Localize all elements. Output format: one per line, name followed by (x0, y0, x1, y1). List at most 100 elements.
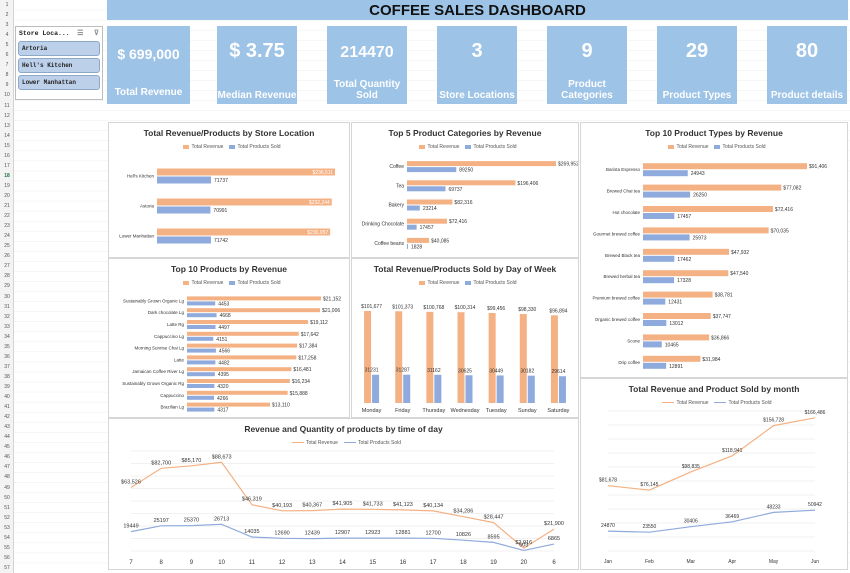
revenue-bar (157, 228, 331, 236)
chart-legend: Total Revenue Total Products Sold (109, 440, 578, 446)
row-number[interactable]: 13 (4, 122, 10, 129)
row-number[interactable]: 25 (4, 243, 10, 250)
category-label: Tuesday (486, 408, 507, 414)
row-number[interactable]: 26 (4, 253, 10, 260)
products-bar (407, 167, 457, 173)
category-label: Friday (395, 408, 411, 414)
chart-product-types[interactable]: Top 10 Product Types by Revenue Total Rev… (580, 122, 848, 378)
row-number[interactable]: 37 (4, 363, 10, 370)
row-number[interactable]: 52 (4, 514, 10, 521)
slicer-item-hells-kitchen[interactable]: Hell's Kitchen (18, 58, 100, 73)
row-number[interactable]: 14 (4, 132, 10, 139)
revenue-data-label: $196,406 (517, 181, 538, 187)
row-number[interactable]: 44 (4, 434, 10, 441)
row-number[interactable]: 12 (4, 112, 10, 119)
products-bar (643, 170, 688, 177)
row-number[interactable]: 35 (4, 343, 10, 350)
chart-legend: Total Revenue Total Products Sold (581, 144, 847, 150)
products-data-label: 31231 (365, 368, 379, 374)
kpi-value: $ 3.75 (229, 40, 285, 62)
row-number[interactable]: 9 (5, 82, 9, 89)
chart-time-of-day[interactable]: Revenue and Quantity of products by time… (108, 418, 579, 570)
row-number[interactable]: 34 (4, 333, 10, 340)
row-number[interactable]: 18 (4, 172, 10, 179)
row-number[interactable]: 3 (5, 22, 9, 29)
row-number[interactable]: 48 (4, 474, 10, 481)
chart-top-products[interactable]: Top 10 Products by Revenue Total Revenue T… (108, 258, 350, 418)
multi-select-icon[interactable]: ☰ (77, 29, 84, 38)
row-number[interactable]: 6 (5, 52, 9, 59)
revenue-data-label: $16,234 (292, 379, 310, 385)
row-number[interactable]: 20 (4, 193, 10, 199)
row-number[interactable]: 28 (4, 273, 10, 280)
row-number[interactable]: 32 (4, 313, 10, 320)
row-number[interactable]: 47 (4, 464, 10, 471)
row-number[interactable]: 43 (4, 424, 10, 431)
row-number[interactable]: 1 (5, 2, 9, 8)
legend-swatch (343, 442, 356, 444)
revenue-data-label: $88,673 (212, 454, 232, 460)
row-number[interactable]: 53 (4, 524, 10, 531)
row-number[interactable]: 30 (4, 293, 10, 300)
row-number[interactable]: 27 (4, 263, 10, 270)
clear-filter-icon[interactable]: ⊽ (93, 29, 99, 38)
row-number[interactable]: 36 (4, 353, 10, 360)
row-number[interactable]: 29 (4, 283, 10, 290)
revenue-bar (643, 248, 729, 255)
row-number[interactable]: 15 (4, 142, 10, 149)
row-number[interactable]: 45 (4, 444, 10, 451)
row-number[interactable]: 57 (4, 564, 10, 571)
legend-label: Total Products Sold (473, 144, 517, 150)
row-number[interactable]: 21 (4, 203, 10, 210)
products-bar (434, 374, 442, 403)
row-number[interactable]: 2 (5, 12, 9, 19)
row-number[interactable]: 17 (4, 162, 10, 169)
row-number[interactable]: 49 (4, 484, 10, 491)
row-number[interactable]: 31 (4, 303, 10, 310)
row-number[interactable]: 5 (5, 42, 9, 49)
row-number[interactable]: 46 (4, 454, 10, 461)
products-line (607, 509, 816, 533)
row-number[interactable]: 42 (4, 414, 10, 421)
row-number[interactable]: 8 (5, 72, 9, 79)
row-number[interactable]: 40 (4, 394, 10, 401)
row-number[interactable]: 39 (4, 384, 10, 390)
row-number[interactable]: 38 (4, 373, 10, 380)
revenue-bar (643, 270, 729, 277)
revenue-data-label: $100,768 (423, 305, 444, 311)
row-number[interactable]: 33 (4, 323, 10, 330)
row-number[interactable]: 56 (4, 554, 10, 561)
revenue-data-label: $19,112 (310, 320, 328, 326)
row-number[interactable]: 11 (4, 102, 10, 109)
products-data-label: 30625 (458, 368, 472, 374)
revenue-data-label: $40,085 (431, 238, 449, 244)
chart-title: Top 10 Products by Revenue (170, 264, 288, 274)
row-number[interactable]: 41 (4, 404, 10, 411)
row-number[interactable]: 7 (5, 62, 9, 69)
revenue-data-label: $72,416 (449, 219, 467, 225)
row-number[interactable]: 4 (5, 32, 9, 39)
row-number[interactable]: 16 (4, 152, 10, 159)
slicer-item-lower-manhattan[interactable]: Lower Manhattan (18, 75, 100, 90)
store-location-slicer[interactable]: Store Loca... ☰ ⊽ Artoria Hell's Kitchen… (15, 26, 103, 100)
row-number[interactable]: 51 (4, 504, 10, 511)
row-number[interactable]: 54 (4, 534, 10, 541)
row-number[interactable]: 22 (4, 213, 10, 220)
products-data-label: 30182 (520, 369, 534, 375)
category-label: Bakery (388, 203, 404, 209)
chart-store-location[interactable]: Total Revenue/Products by Store Location… (108, 122, 350, 258)
row-number[interactable]: 24 (4, 233, 10, 240)
category-label: Drinking Chocolate (362, 222, 404, 228)
row-number[interactable]: 23 (4, 223, 10, 230)
slicer-item-astoria[interactable]: Artoria (18, 41, 100, 56)
chart-monthly[interactable]: Total Revenue and Product Sold by month T… (580, 378, 848, 570)
row-number[interactable]: 19 (4, 182, 10, 189)
row-number[interactable]: 10 (4, 92, 10, 99)
row-number[interactable]: 55 (4, 544, 10, 551)
revenue-data-label: $77,082 (783, 186, 801, 192)
products-bar (187, 301, 216, 306)
chart-product-categories[interactable]: Top 5 Product Categories by Revenue Total… (351, 122, 579, 258)
row-number[interactable]: 50 (4, 494, 10, 501)
products-data-label: 70991 (213, 208, 227, 214)
chart-day-of-week[interactable]: Total Revenue/Products Sold by Day of We… (351, 258, 579, 418)
